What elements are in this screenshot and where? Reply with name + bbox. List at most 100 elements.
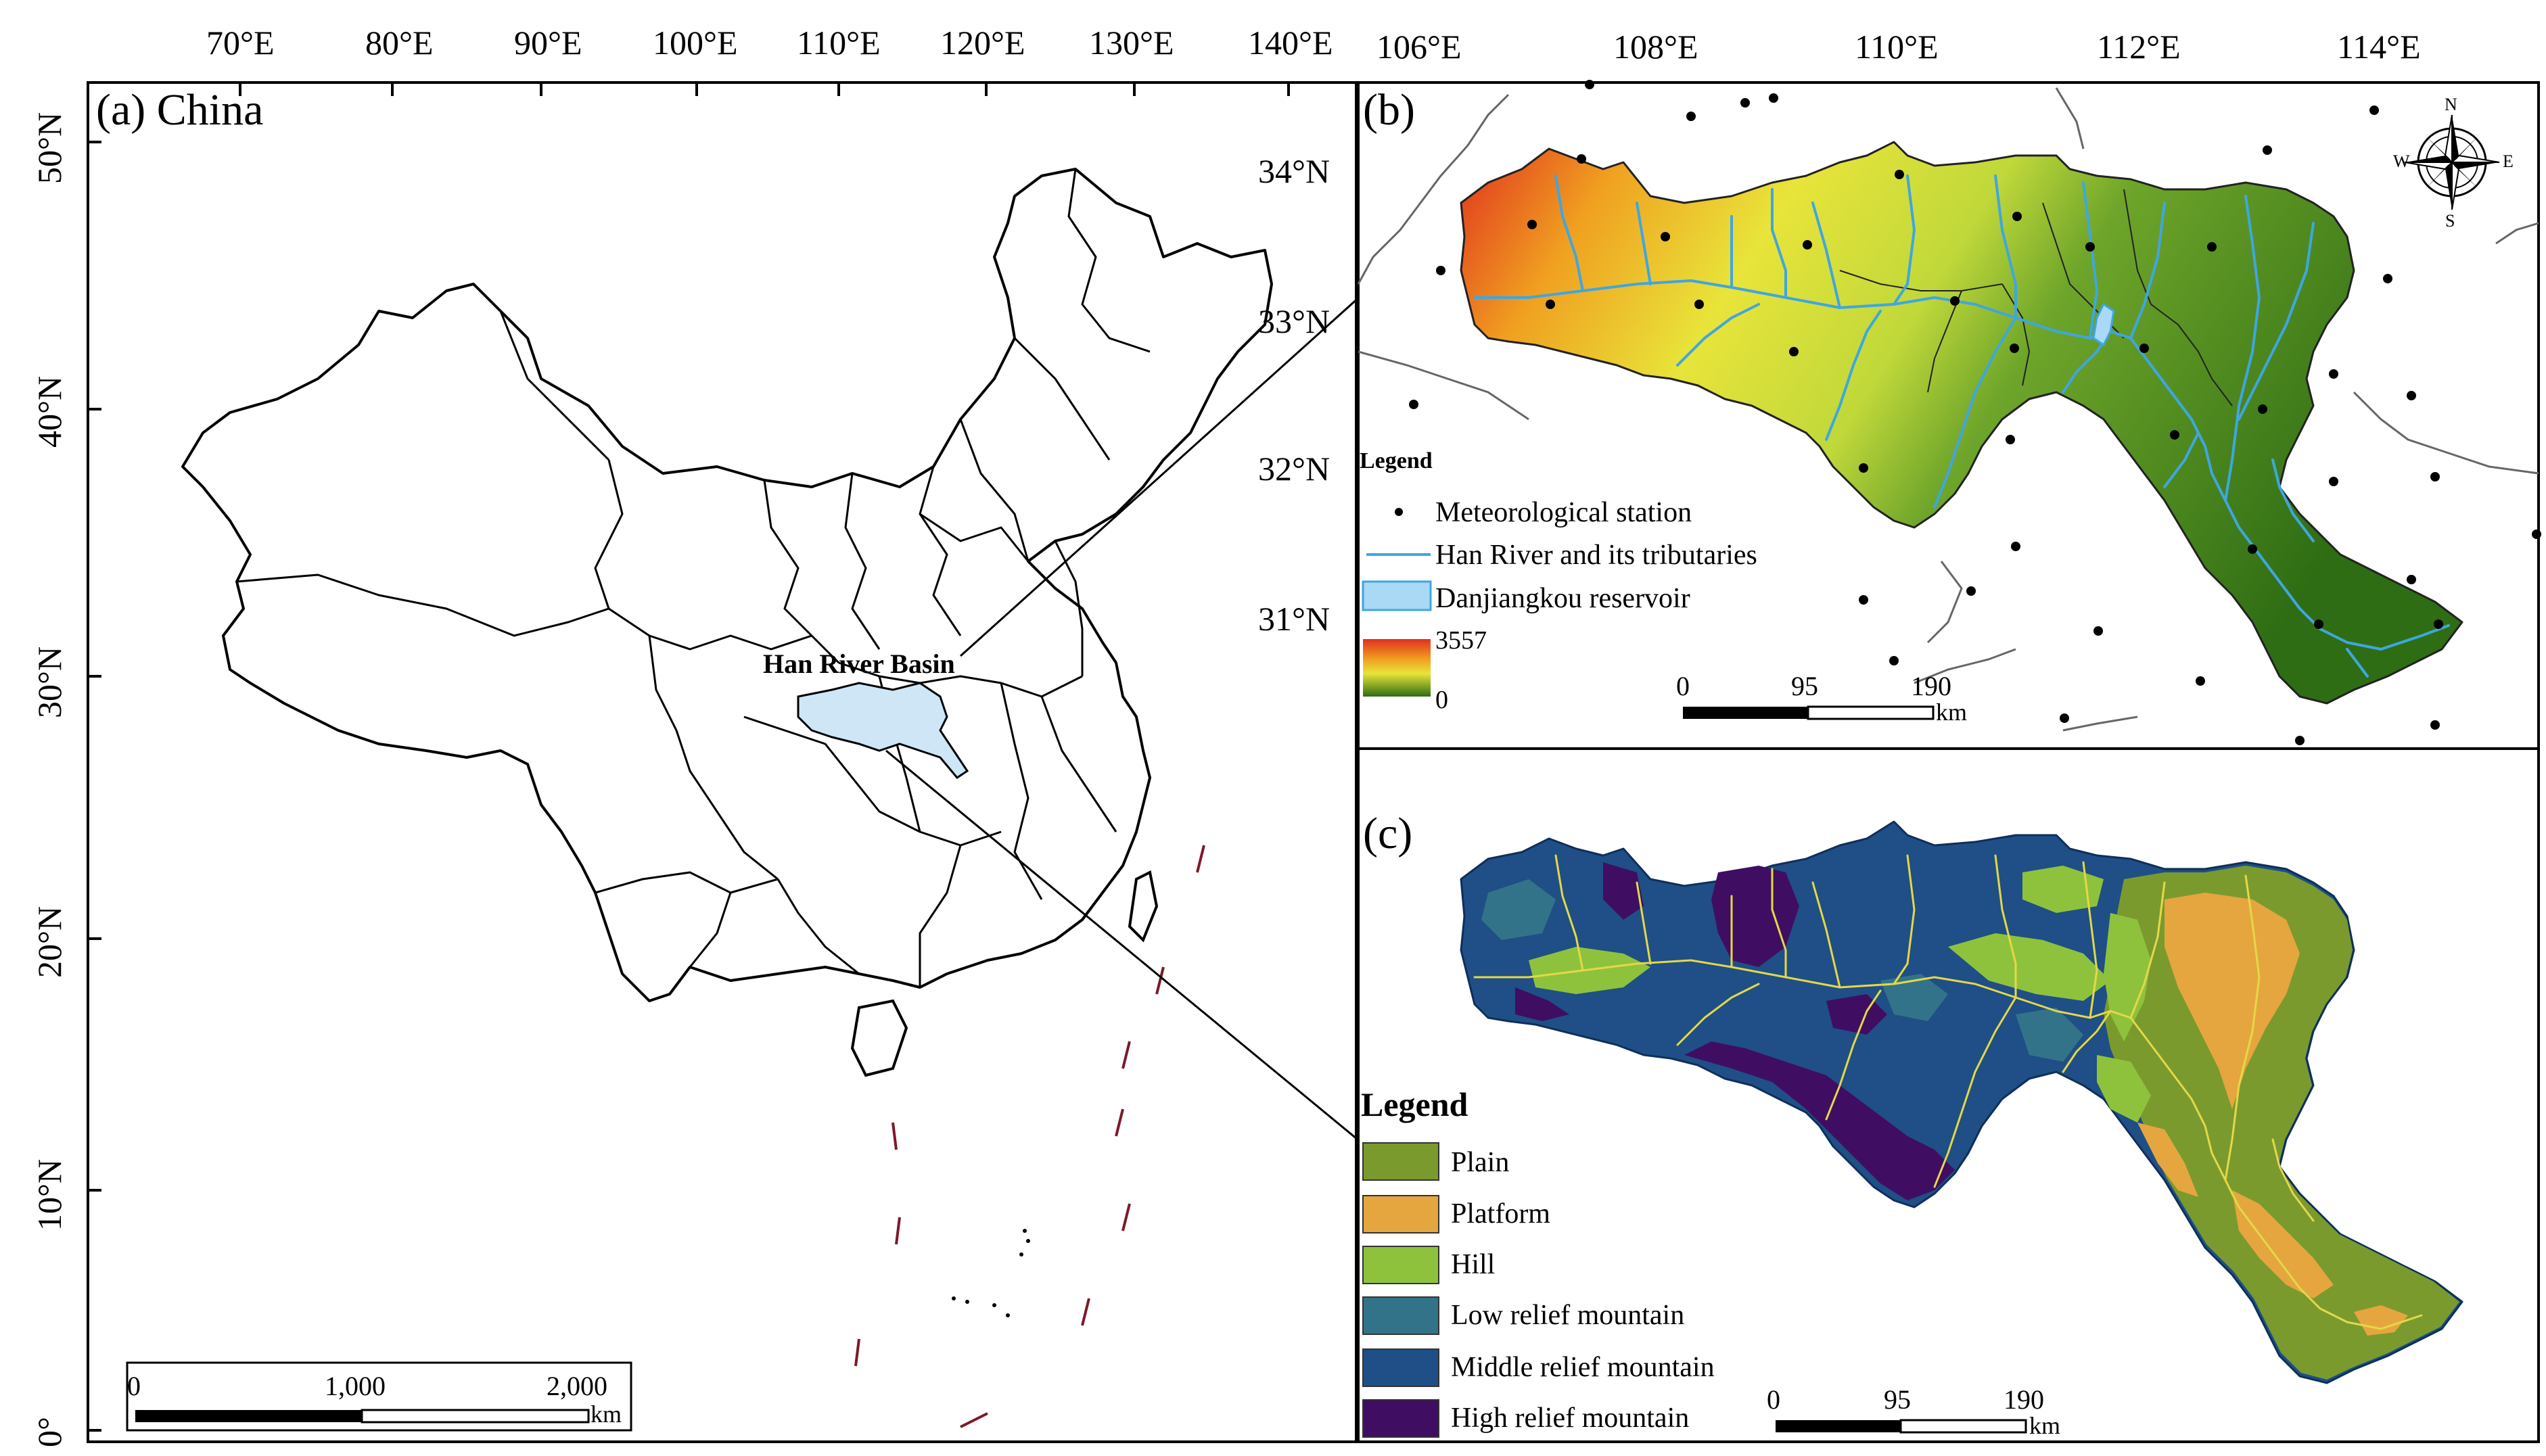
panel-c-legend-class: Low relief mountain xyxy=(1451,1300,1685,1331)
panel-c-hill-south xyxy=(2097,1055,2151,1123)
panel-b-lon-tick: 112°E xyxy=(2097,28,2181,66)
han-river-basin xyxy=(797,682,969,779)
panel-b-scale-label: 95 xyxy=(1791,671,1818,701)
panel-b-lon-tick: 114°E xyxy=(2337,28,2421,66)
compass-south: S xyxy=(2445,211,2455,231)
panel-c-rivers xyxy=(1473,854,2423,1330)
panel-b-scale-label: 0 xyxy=(1676,671,1690,701)
panel-b-lat-tick: 34°N xyxy=(1258,152,1330,190)
panel-a-lon-tick: 130°E xyxy=(1089,24,1174,62)
compass-north: N xyxy=(2445,95,2457,114)
panel-c-legend-class: Hill xyxy=(1451,1249,1496,1280)
taiwan-outline xyxy=(1128,870,1159,943)
panel-a-lon-tick: 100°E xyxy=(653,24,738,62)
panel-c-legend-swatch xyxy=(1362,1348,1439,1387)
panel-a-left-tickmarks xyxy=(88,141,101,1432)
panel-b-lat-tick: 32°N xyxy=(1258,450,1330,488)
panel-b-lon-tick: 106°E xyxy=(1376,28,1462,66)
panel-c-legend-swatch xyxy=(1362,1195,1439,1234)
panel-c-legend-swatch xyxy=(1362,1246,1439,1284)
legend-elevation-ramp xyxy=(1363,639,1431,697)
south-china-sea-dots xyxy=(952,1229,1030,1317)
panel-a-top-tickmarks xyxy=(239,83,1290,96)
panel-c-platform-east xyxy=(2165,893,2300,1109)
panel-c-high-relief-west xyxy=(1515,987,1569,1021)
panel-c-high-relief-north xyxy=(1711,866,1799,967)
panel-a-lon-tick: 140°E xyxy=(1248,24,1333,62)
panel-b-rivers xyxy=(1473,174,2450,678)
compass-rose xyxy=(2404,114,2500,210)
panel-c-legend-title: Legend xyxy=(1361,1085,1468,1123)
panel-c-scale-label: 95 xyxy=(1884,1384,1911,1415)
panel-a-scalebar-black xyxy=(135,1410,362,1422)
panel-c-legend-class: Middle relief mountain xyxy=(1451,1352,1715,1383)
panel-c-platform-south xyxy=(2232,1190,2334,1298)
panel-c-low-relief-1 xyxy=(1481,879,1556,940)
panel-a-frame xyxy=(87,81,1358,1443)
panel-a-scale-label: 2,000 xyxy=(547,1371,607,1401)
panel-c-scalebar-white xyxy=(1899,1419,2027,1434)
panel-a-lon-tick: 120°E xyxy=(940,24,1025,62)
panel-c-low-relief-3 xyxy=(1880,974,1948,1021)
panel-c-high-relief-south xyxy=(1684,1041,1955,1200)
panel-c-legend-swatch xyxy=(1362,1142,1439,1181)
panel-c-hill-northcenter xyxy=(2022,866,2104,913)
hainan-outline xyxy=(850,999,908,1077)
panel-b-lat-tick: 33°N xyxy=(1258,302,1330,340)
compass-east: E xyxy=(2503,151,2514,171)
panel-c-scalebar-black xyxy=(1776,1420,1901,1432)
panel-a-scalebar-white xyxy=(361,1409,590,1424)
panel-c-label: (c) xyxy=(1363,809,1413,858)
legend-station-symbol xyxy=(1395,508,1403,516)
panel-b-scalebar-white xyxy=(1807,705,1935,720)
panel-b-lat-tick: 31°N xyxy=(1258,600,1330,638)
panel-b-lon-tick: 108°E xyxy=(1613,28,1698,66)
panel-b-legend-river: Han River and its tributaries xyxy=(1435,540,1757,571)
panel-b-basin-elevation xyxy=(1460,141,2463,705)
panel-a-lon-tick: 90°E xyxy=(514,24,582,62)
legend-reservoir-symbol xyxy=(1362,580,1432,611)
panel-b-lon-tick: 110°E xyxy=(1855,28,1939,66)
han-river-basin-label: Han River Basin xyxy=(763,649,955,679)
panel-c-high-relief-northwest xyxy=(1603,862,1644,920)
panel-a-lon-tick: 70°E xyxy=(206,24,275,62)
panel-c-hill-belt xyxy=(2104,913,2151,1041)
panel-c-legend-class: Plain xyxy=(1451,1147,1510,1178)
panel-b-label: (b) xyxy=(1363,85,1415,135)
panel-a-scale-unit: km xyxy=(591,1401,622,1428)
panel-a-scale-label: 0 xyxy=(127,1371,141,1401)
compass-west: W xyxy=(2393,151,2410,171)
panel-a-label: (a) China xyxy=(96,85,264,135)
danjiangkou-reservoir xyxy=(2092,302,2115,347)
panel-c-platform-mid xyxy=(2137,1123,2198,1197)
panel-c-legend-swatch xyxy=(1362,1399,1439,1438)
panel-b-scalebar-black xyxy=(1683,707,1808,719)
panel-a-scale-label: 1,000 xyxy=(325,1371,386,1401)
panel-a-lon-tick: 110°E xyxy=(797,24,881,62)
panel-a-lon-tick: 80°E xyxy=(365,24,434,62)
panel-b-scale-label: 190 xyxy=(1911,671,1951,701)
panel-b-legend-reservoir: Danjiangkou reservoir xyxy=(1435,583,1690,614)
panel-b-legend-station: Meteorological station xyxy=(1435,497,1692,528)
panel-b-legend-title: Legend xyxy=(1360,448,1433,473)
panel-c-scale-label: 190 xyxy=(2004,1384,2044,1415)
panel-c-legend-class: Platform xyxy=(1451,1198,1550,1229)
panel-b-stations xyxy=(1409,80,2541,745)
panel-b-province-lines xyxy=(1357,87,2539,732)
panel-c-legend-class: High relief mountain xyxy=(1451,1403,1690,1434)
panel-b-legend-elev-min: 0 xyxy=(1435,686,1448,714)
south-china-sea-marks xyxy=(854,845,1205,1428)
panel-c-platform-small xyxy=(2354,1305,2408,1336)
china-outline xyxy=(181,168,1273,1002)
panel-c-legend-swatch xyxy=(1362,1296,1439,1335)
panel-b-legend-elev-max: 3557 xyxy=(1435,626,1487,655)
panel-c-scale-label: 0 xyxy=(1767,1384,1780,1415)
panel-c-low-relief-4 xyxy=(2016,1008,2083,1062)
panel-c-hill-center xyxy=(1948,933,2110,1001)
panel-b-subbasin-lines xyxy=(1839,189,2233,406)
panel-c-scale-unit: km xyxy=(2029,1412,2061,1439)
